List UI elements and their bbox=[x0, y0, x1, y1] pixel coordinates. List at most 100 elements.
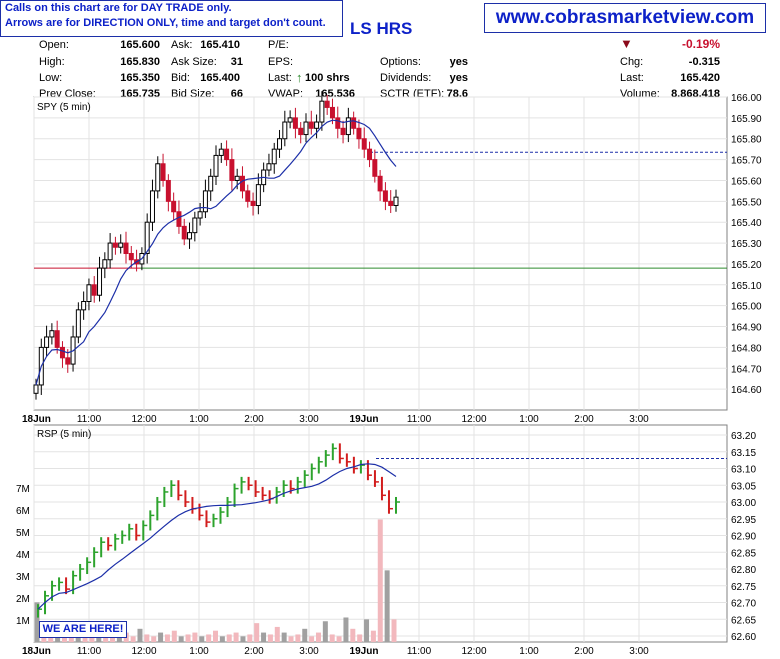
candle-body bbox=[123, 242, 129, 254]
spy-panel-title: SPY (5 min) bbox=[37, 102, 91, 113]
chg-label: Chg: bbox=[620, 56, 644, 68]
y-tick-label: 62.95 bbox=[731, 515, 756, 526]
candle-body bbox=[229, 159, 235, 181]
x-tick-label: 1:00 bbox=[189, 646, 209, 657]
dividends-value: yes bbox=[449, 72, 468, 84]
y-tick-label: 62.90 bbox=[731, 532, 756, 543]
volume-bar bbox=[350, 628, 356, 642]
volume-bar bbox=[391, 619, 397, 642]
candle-body bbox=[372, 159, 378, 177]
y-tick-label: 165.10 bbox=[731, 281, 762, 292]
y-tick-label: 165.30 bbox=[731, 239, 762, 250]
candle-body bbox=[107, 242, 113, 261]
volume-bar bbox=[309, 636, 315, 642]
volume-bar bbox=[158, 632, 164, 642]
candle-body bbox=[149, 190, 155, 223]
volume-bar bbox=[240, 636, 246, 642]
volume-bar bbox=[329, 634, 335, 642]
bid-label: Bid: bbox=[171, 72, 190, 84]
volume-tick-label: 2M bbox=[16, 594, 30, 605]
volume-bar bbox=[377, 519, 383, 642]
volume-bar bbox=[281, 632, 287, 642]
y-tick-label: 165.50 bbox=[731, 197, 762, 208]
candle-body bbox=[277, 138, 283, 150]
candle-body bbox=[86, 284, 92, 302]
candle-body bbox=[33, 384, 39, 394]
y-tick-label: 164.80 bbox=[731, 343, 762, 354]
candle-body bbox=[97, 267, 103, 296]
x-tick-label: 11:00 bbox=[77, 646, 102, 657]
y-tick-label: 164.60 bbox=[731, 385, 762, 396]
y-tick-label: 165.90 bbox=[731, 114, 762, 125]
candle-body bbox=[192, 217, 198, 234]
notice-line-1: Calls on this chart are for DAY TRADE on… bbox=[5, 2, 232, 14]
volume-bar bbox=[343, 617, 349, 642]
last2-label: Last: bbox=[620, 72, 644, 84]
candle-body bbox=[187, 232, 193, 240]
change-percent: -0.19% bbox=[681, 37, 720, 51]
y-tick-label: 63.00 bbox=[731, 498, 756, 509]
x-tick-label: 3:00 bbox=[629, 646, 649, 657]
candle-body bbox=[44, 336, 50, 348]
candle-body bbox=[298, 127, 304, 136]
candle-body bbox=[377, 175, 383, 192]
rsp-panel-title: RSP (5 min) bbox=[37, 429, 91, 440]
candle-body bbox=[303, 121, 309, 136]
x-tick-label: 11:00 bbox=[407, 414, 432, 425]
volume-bar bbox=[322, 621, 328, 642]
we-are-here-label: WE ARE HERE! bbox=[39, 621, 127, 638]
candle-body bbox=[340, 127, 346, 136]
y-tick-label: 165.00 bbox=[731, 302, 762, 313]
volume-bar bbox=[48, 634, 54, 642]
chg-value: -0.315 bbox=[688, 56, 720, 68]
candle-body bbox=[176, 211, 182, 227]
volume-bar bbox=[288, 636, 294, 642]
y-tick-label: 165.70 bbox=[731, 156, 762, 167]
volume-bar bbox=[274, 626, 280, 642]
website-link[interactable]: www.cobrasmarketview.com bbox=[484, 3, 766, 33]
candle-body bbox=[250, 200, 256, 207]
volume-tick-label: 3M bbox=[16, 572, 30, 583]
volume-tick-label: 1M bbox=[16, 616, 30, 627]
x-tick-label: 3:00 bbox=[629, 414, 649, 425]
candle-body bbox=[356, 127, 362, 140]
y-tick-label: 62.65 bbox=[731, 615, 756, 626]
y-tick-label: 62.70 bbox=[731, 599, 756, 610]
x-tick-label: 3:00 bbox=[299, 646, 319, 657]
candle-body bbox=[382, 190, 388, 202]
volume-bar bbox=[89, 636, 95, 642]
candle-body bbox=[218, 148, 224, 156]
volume-bar bbox=[164, 634, 170, 642]
x-tick-label: 19Jun bbox=[350, 646, 379, 657]
candle-body bbox=[81, 300, 87, 311]
volume-tick-label: 4M bbox=[16, 550, 30, 561]
y-tick-label: 63.20 bbox=[731, 431, 756, 442]
low-label: Low: bbox=[39, 72, 63, 84]
candle-body bbox=[197, 211, 203, 219]
volume-bar bbox=[199, 636, 205, 642]
volume-bar bbox=[178, 636, 184, 642]
candle-body bbox=[171, 200, 177, 213]
candle-body bbox=[59, 346, 65, 359]
candle-body bbox=[351, 117, 357, 129]
y-tick-label: 63.05 bbox=[731, 481, 756, 492]
last-shares-value: 100 shrs bbox=[305, 72, 350, 84]
x-tick-label: 1:00 bbox=[189, 414, 209, 425]
volume-bar bbox=[261, 632, 267, 642]
candle-body bbox=[345, 117, 351, 136]
candle-body bbox=[128, 253, 134, 261]
y-tick-label: 63.10 bbox=[731, 465, 756, 476]
volume-bar bbox=[364, 619, 370, 642]
pe-label: P/E: bbox=[268, 39, 289, 51]
candle-body bbox=[266, 163, 272, 171]
candle-body bbox=[49, 330, 55, 338]
volume-bar bbox=[116, 634, 122, 642]
volume-bar bbox=[254, 623, 260, 642]
y-tick-label: 164.90 bbox=[731, 323, 762, 334]
candle-body bbox=[102, 259, 108, 269]
x-tick-label: 12:00 bbox=[461, 646, 486, 657]
open-label: Open: bbox=[39, 39, 69, 51]
volume-bar bbox=[213, 630, 218, 642]
